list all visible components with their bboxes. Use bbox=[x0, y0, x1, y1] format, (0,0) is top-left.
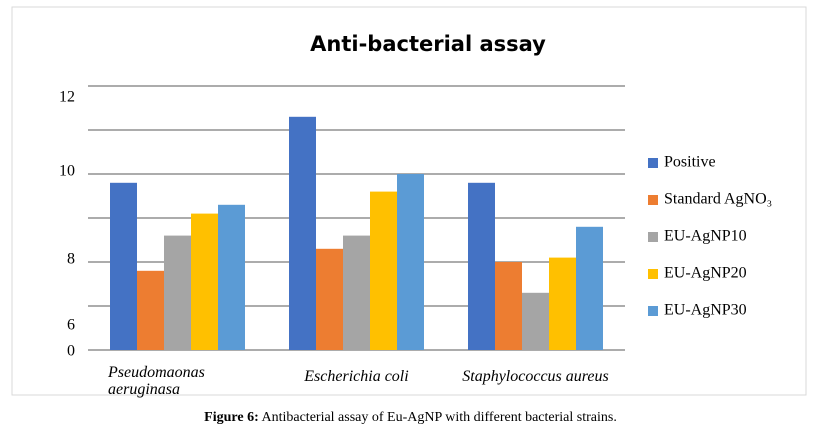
bar bbox=[110, 182, 137, 350]
y-tick-label: 8 bbox=[67, 251, 75, 268]
legend-label: EU-AgNP10 bbox=[664, 228, 747, 245]
caption: Figure 6: Antibacterial assay of Eu-AgNP… bbox=[0, 410, 821, 426]
legend-swatch bbox=[648, 269, 658, 279]
x-tick-label: Escherichia coli bbox=[304, 368, 409, 385]
bar bbox=[164, 235, 191, 350]
bar bbox=[576, 226, 603, 350]
bar bbox=[495, 262, 522, 350]
chart-title: Anti-bacterial assay bbox=[310, 32, 546, 56]
bar bbox=[343, 235, 370, 350]
legend-swatch bbox=[648, 232, 658, 242]
bar bbox=[316, 248, 343, 350]
legend-label: Standard AgNO₃ bbox=[664, 191, 772, 208]
bar bbox=[522, 292, 549, 350]
x-tick-label: Pseudomaonas aeruginasa bbox=[108, 364, 205, 398]
legend-label: EU-AgNP30 bbox=[664, 302, 747, 319]
bar bbox=[549, 257, 576, 350]
bar bbox=[218, 204, 245, 350]
legend-label: Positive bbox=[664, 154, 716, 171]
legend-label: EU-AgNP20 bbox=[664, 265, 747, 282]
y-tick-label: 12 bbox=[59, 89, 75, 106]
x-tick-label: Staphylococcus aureus bbox=[462, 368, 609, 385]
bar bbox=[137, 270, 164, 350]
bar bbox=[191, 213, 218, 350]
legend-swatch bbox=[648, 195, 658, 205]
bar bbox=[289, 116, 316, 350]
legend-swatch bbox=[648, 306, 658, 316]
y-tick-label: 6 bbox=[67, 317, 75, 334]
y-origin-label: 0 bbox=[67, 343, 75, 360]
y-tick-label: 10 bbox=[59, 163, 75, 180]
caption-text: Antibacterial assay of Eu-AgNP with diff… bbox=[261, 410, 617, 425]
legend-swatch bbox=[648, 158, 658, 168]
bar bbox=[397, 174, 424, 350]
caption-label: Figure 6: bbox=[204, 410, 259, 425]
bar bbox=[468, 182, 495, 350]
bar bbox=[370, 191, 397, 350]
